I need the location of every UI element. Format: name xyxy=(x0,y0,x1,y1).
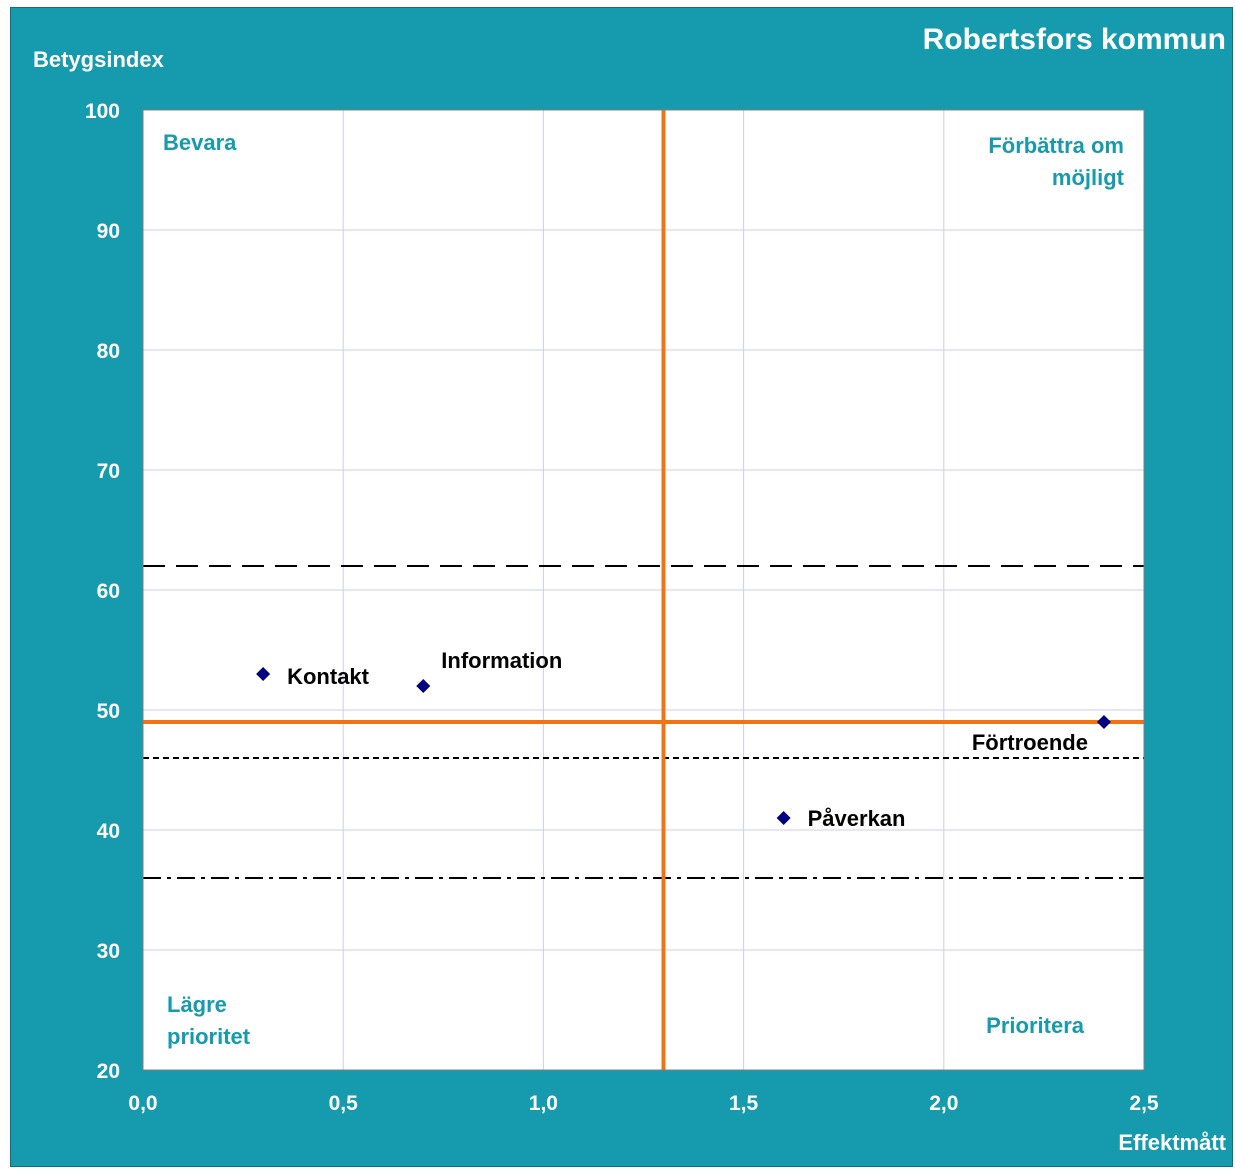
plot-border xyxy=(142,109,1145,1071)
data-point-marker xyxy=(1096,715,1111,729)
data-point-label: Information xyxy=(441,648,562,673)
y-tick-label: 60 xyxy=(97,580,120,603)
quadrant-label-bottom-right: Prioritera xyxy=(986,1013,1085,1038)
x-tick-label: 1,0 xyxy=(529,1092,558,1115)
quadrant-label-line: Bevara xyxy=(163,130,237,155)
y-tick-label: 50 xyxy=(97,700,120,723)
x-tick-label: 2,5 xyxy=(1129,1092,1159,1115)
data-point-marker xyxy=(256,667,271,681)
quadrant-label-line: möjligt xyxy=(1052,165,1125,190)
data-point-marker xyxy=(416,679,431,693)
quadrant-label-line: Prioritera xyxy=(986,1013,1085,1038)
y-tick-label: 80 xyxy=(97,340,120,363)
y-axis-ticks: 20 30 40 50 60 70 80 90 100 xyxy=(85,100,120,1083)
data-point-label: Kontakt xyxy=(287,664,370,689)
x-tick-label: 0,5 xyxy=(329,1092,359,1115)
y-tick-label: 90 xyxy=(97,220,120,243)
y-tick-label: 100 xyxy=(85,100,120,123)
quadrant-label-bottom-left: Lägre prioritet xyxy=(167,992,251,1049)
y-tick-label: 20 xyxy=(97,1060,120,1083)
y-tick-label: 40 xyxy=(97,820,120,843)
quadrant-label-line: Förbättra om xyxy=(988,133,1124,158)
quadrant-label-top-left: Bevara xyxy=(163,130,237,155)
data-point-label: Påverkan xyxy=(808,806,906,831)
data-point-label: Förtroende xyxy=(972,730,1088,755)
quadrant-label-line: Lägre xyxy=(167,992,227,1017)
y-axis-title: Betygsindex xyxy=(33,47,165,72)
y-tick-label: 30 xyxy=(97,940,120,963)
x-axis-ticks: 0,0 0,5 1,0 1,5 2,0 2,5 xyxy=(128,1092,1159,1115)
data-points: Kontakt Information Förtroende Påverkan xyxy=(256,648,1111,831)
y-tick-label: 70 xyxy=(97,460,120,483)
quadrant-label-top-right: Förbättra om möjligt xyxy=(988,133,1124,190)
reference-lines xyxy=(143,565,1144,879)
quadrant-labels: Bevara Förbättra om möjligt Lägre prioritet P… xyxy=(163,130,1125,1049)
chart-title: Robertsfors kommun xyxy=(923,23,1226,56)
quadrant-dividers xyxy=(143,110,1144,1070)
x-axis-title: Effektmått xyxy=(1118,1130,1226,1155)
quadrant-label-line: prioritet xyxy=(167,1024,251,1049)
x-tick-label: 0,0 xyxy=(128,1092,157,1115)
data-point-marker xyxy=(776,811,791,825)
x-tick-label: 1,5 xyxy=(729,1092,759,1115)
x-tick-label: 2,0 xyxy=(929,1092,958,1115)
